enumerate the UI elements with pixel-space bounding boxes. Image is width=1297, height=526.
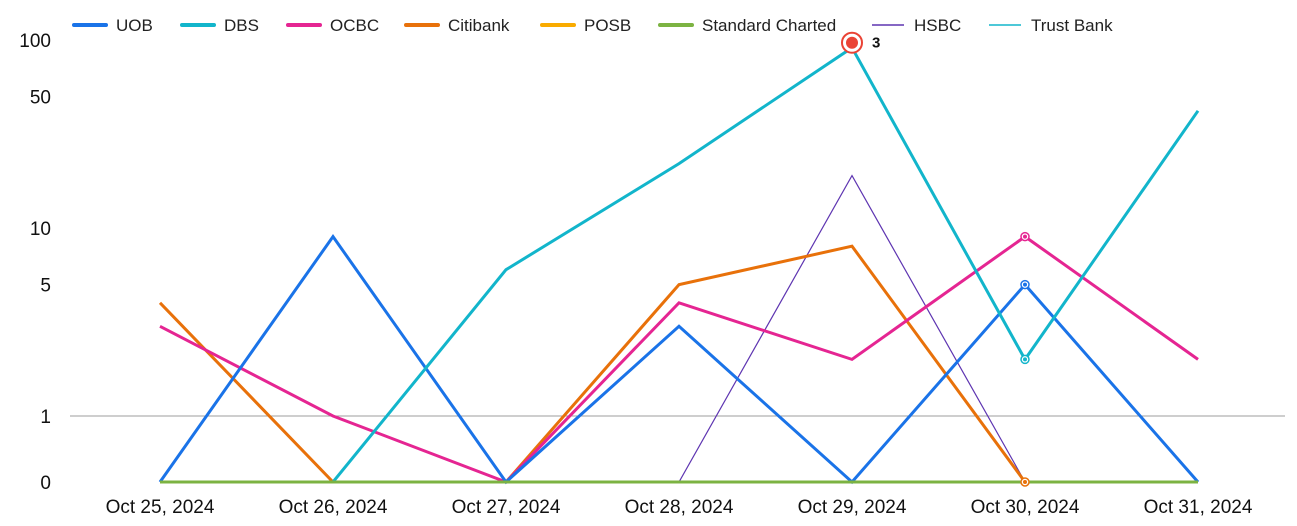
series-line-dbs[interactable] bbox=[160, 48, 1198, 482]
y-tick-label-1: 1 bbox=[40, 407, 51, 428]
y-tick-label-0: 0 bbox=[40, 473, 51, 494]
legend-item-uob[interactable]: UOB bbox=[74, 16, 153, 35]
legend-item-dbs[interactable]: DBS bbox=[182, 16, 259, 35]
annotation-marker[interactable] bbox=[846, 37, 858, 49]
x-tick-label-oct-28-2024: Oct 28, 2024 bbox=[625, 497, 734, 518]
legend-item-trust-bank[interactable]: Trust Bank bbox=[989, 16, 1113, 35]
legend-label-posb: POSB bbox=[584, 16, 631, 35]
legend-item-standard-charted[interactable]: Standard Charted bbox=[660, 16, 836, 35]
x-tick-label-oct-27-2024: Oct 27, 2024 bbox=[452, 497, 561, 518]
legend-item-ocbc[interactable]: OCBC bbox=[288, 16, 379, 35]
x-tick-label-oct-31-2024: Oct 31, 2024 bbox=[1144, 497, 1253, 518]
series-line-citibank[interactable] bbox=[160, 246, 1198, 482]
series-point-core-citibank bbox=[1023, 480, 1027, 484]
legend-label-uob: UOB bbox=[116, 16, 153, 35]
legend-item-hsbc[interactable]: HSBC bbox=[872, 16, 961, 35]
chart-annotations: 3 bbox=[842, 33, 880, 53]
annotation-label: 3 bbox=[872, 35, 880, 52]
x-tick-label-oct-26-2024: Oct 26, 2024 bbox=[279, 497, 388, 518]
y-axis: 0 1 5 10 50 100 bbox=[19, 31, 1285, 494]
series-line-uob[interactable] bbox=[160, 237, 1198, 482]
x-tick-label-oct-25-2024: Oct 25, 2024 bbox=[106, 497, 215, 518]
legend-item-posb[interactable]: POSB bbox=[542, 16, 631, 35]
x-axis: Oct 25, 2024 Oct 26, 2024 Oct 27, 2024 Oct … bbox=[106, 497, 1253, 518]
legend-label-trust-bank: Trust Bank bbox=[1031, 16, 1113, 35]
legend-item-citibank[interactable]: Citibank bbox=[406, 16, 510, 35]
y-tick-label-5: 5 bbox=[40, 276, 51, 297]
series-point-core-ocbc bbox=[1023, 235, 1027, 239]
y-tick-label-100: 100 bbox=[19, 31, 51, 52]
legend-label-citibank: Citibank bbox=[448, 16, 510, 35]
series-line-ocbc[interactable] bbox=[160, 237, 1198, 482]
legend-label-hsbc: HSBC bbox=[914, 16, 961, 35]
chart-legend: UOB DBS OCBC Citibank POSB Standard Charted HS… bbox=[74, 16, 1113, 35]
series-point-core-uob bbox=[1023, 283, 1027, 287]
series-line-hsbc[interactable] bbox=[160, 176, 1198, 482]
y-tick-label-10: 10 bbox=[30, 219, 51, 240]
legend-label-ocbc: OCBC bbox=[330, 16, 379, 35]
x-tick-label-oct-30-2024: Oct 30, 2024 bbox=[971, 497, 1080, 518]
x-tick-label-oct-29-2024: Oct 29, 2024 bbox=[798, 497, 907, 518]
legend-label-standard-charted: Standard Charted bbox=[702, 16, 836, 35]
chart-series bbox=[160, 48, 1198, 486]
series-point-core-dbs bbox=[1023, 357, 1027, 361]
y-tick-label-50: 50 bbox=[30, 88, 51, 109]
legend-label-dbs: DBS bbox=[224, 16, 259, 35]
